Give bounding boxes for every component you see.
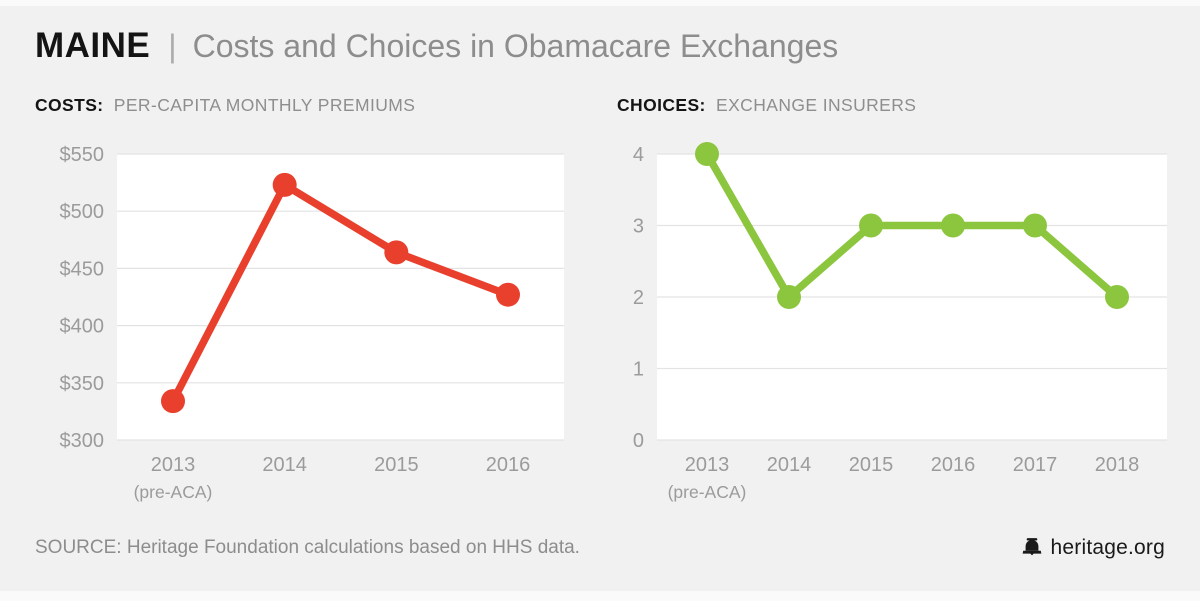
header: MAINE | Costs and Choices in Obamacare E…	[35, 26, 838, 66]
x-axis-tick-label: 2013	[151, 454, 196, 476]
choices-chart-title: CHOICES: EXCHANGE INSURERS	[617, 95, 916, 116]
x-axis-tick-label: 2016	[931, 454, 976, 476]
x-axis-tick-label: 2015	[374, 454, 419, 476]
x-axis-sublabel: (pre-ACA)	[134, 482, 213, 502]
x-axis-tick-label: 2017	[1013, 454, 1058, 476]
data-point-2014	[777, 285, 801, 309]
y-axis-tick-label: 0	[633, 430, 644, 452]
costs-chart-title: COSTS: PER-CAPITA MONTHLY PREMIUMS	[35, 95, 415, 116]
top-edge-strip	[0, 0, 1200, 6]
data-point-2016	[941, 213, 965, 238]
choices-line-chart: 0 1 2 3 4 2013 (pre-ACA) 2014 2015 2016 2017 2018	[633, 142, 1167, 502]
data-point-2013	[161, 389, 185, 414]
y-axis-tick-label: 2	[633, 287, 644, 309]
brand: heritage.org	[1021, 536, 1165, 560]
page-title: Costs and Choices in Obamacare Exchanges	[192, 28, 839, 64]
x-axis-sublabel: (pre-ACA)	[668, 482, 747, 502]
y-axis-tick-label: $450	[60, 258, 105, 280]
state-name: MAINE	[35, 26, 151, 65]
choices-chart-title-label: CHOICES:	[617, 95, 706, 115]
costs-series-line	[169, 181, 512, 405]
y-axis-tick-label: 1	[633, 359, 644, 381]
choices-series-line	[703, 150, 1121, 301]
bottom-edge-strip	[0, 591, 1200, 601]
header-separator: |	[168, 28, 177, 64]
source-note: SOURCE: Heritage Foundation calculations…	[35, 537, 580, 558]
data-point-2014	[272, 172, 297, 197]
data-point-2018	[1105, 285, 1129, 309]
costs-chart-title-label: COSTS:	[35, 95, 104, 115]
x-axis-tick-label: 2014	[767, 454, 812, 476]
x-axis-tick-label: 2018	[1095, 454, 1140, 476]
y-axis-tick-label: $350	[60, 373, 105, 395]
y-axis-tick-label: $550	[60, 144, 105, 166]
brand-url: heritage.org	[1050, 536, 1165, 559]
costs-line-chart: $300 $350 $400 $450 $500 $550 2013 (pre-ACA) 201…	[60, 144, 564, 502]
liberty-bell-icon	[1022, 538, 1041, 556]
y-axis-tick-label: $300	[60, 430, 105, 452]
y-axis-tick-label: 4	[633, 144, 644, 166]
data-point-2015	[859, 213, 883, 238]
data-point-2017	[1023, 213, 1047, 238]
x-axis-tick-label: 2013	[685, 454, 730, 476]
plot-area	[117, 154, 564, 440]
costs-chart-title-text: PER-CAPITA MONTHLY PREMIUMS	[113, 95, 416, 115]
x-axis-tick-label: 2016	[486, 454, 531, 476]
data-point-2013	[695, 142, 719, 166]
y-axis-tick-label: $400	[60, 316, 105, 338]
data-point-2016	[496, 282, 520, 307]
y-axis-tick-label: $500	[60, 201, 105, 223]
x-axis-tick-label: 2014	[262, 454, 307, 476]
y-axis-tick-label: 3	[633, 216, 644, 238]
data-point-2015	[384, 240, 409, 265]
x-axis-tick-label: 2015	[849, 454, 894, 476]
choices-chart-title-text: EXCHANGE INSURERS	[716, 95, 917, 115]
